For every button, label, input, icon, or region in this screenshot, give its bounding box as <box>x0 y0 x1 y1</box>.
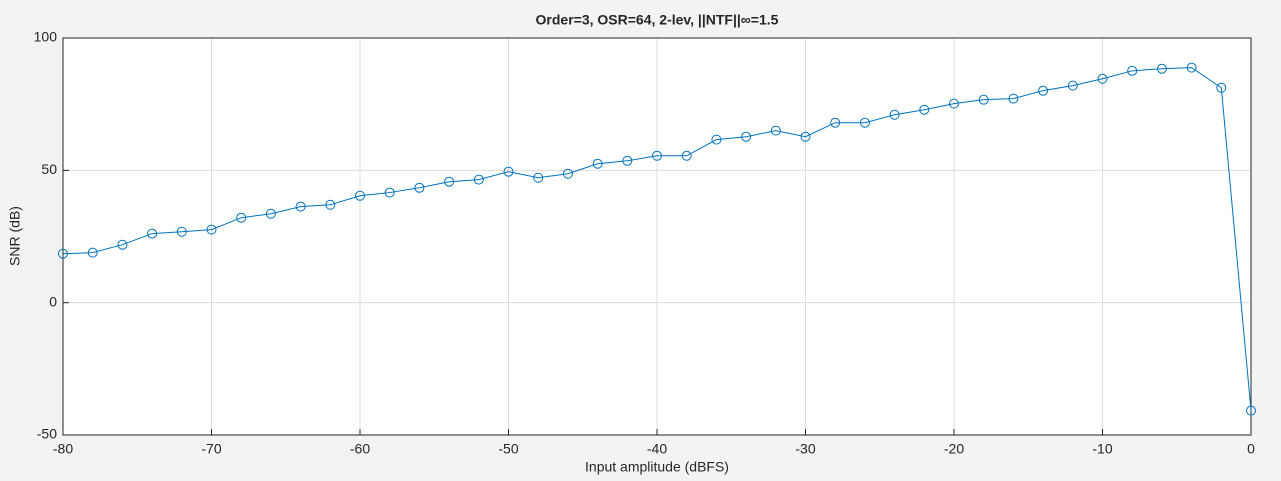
data-marker <box>206 224 217 235</box>
data-marker <box>325 199 336 210</box>
y-axis-label: SNR (dB) <box>7 206 23 266</box>
data-marker <box>414 182 425 193</box>
x-tick-label: -60 <box>350 441 370 457</box>
y-tick-label: -50 <box>37 426 57 442</box>
plot <box>58 37 1256 436</box>
chart-title: Order=3, OSR=64, 2-lev, ||NTF||∞=1.5 <box>536 12 779 28</box>
data-marker <box>87 247 98 258</box>
data-marker <box>830 117 841 128</box>
data-marker <box>800 131 811 142</box>
data-marker <box>889 109 900 120</box>
x-tick-label: -20 <box>944 441 964 457</box>
data-marker <box>978 94 989 105</box>
data-marker <box>355 190 365 201</box>
data-marker <box>117 239 128 250</box>
x-tick-label: -30 <box>795 441 815 457</box>
data-marker <box>562 168 573 179</box>
y-tick-label: 100 <box>34 29 58 45</box>
data-marker <box>711 134 722 145</box>
data-marker <box>1156 63 1167 74</box>
data-marker <box>176 226 187 237</box>
data-marker <box>384 187 395 198</box>
data-marker <box>1216 82 1227 93</box>
data-marker <box>592 158 603 169</box>
data-marker <box>770 125 781 136</box>
data-marker <box>741 131 752 142</box>
data-marker <box>236 212 247 223</box>
x-tick-label: -40 <box>647 441 667 457</box>
data-marker <box>681 150 692 161</box>
series-line <box>62 67 1252 411</box>
y-tick-label: 50 <box>41 161 57 177</box>
data-marker <box>147 228 158 239</box>
data-marker <box>503 166 514 177</box>
data-marker <box>919 104 930 115</box>
data-marker <box>295 201 306 212</box>
data-marker <box>859 117 870 128</box>
data-marker <box>444 176 455 187</box>
data-marker <box>473 174 484 185</box>
data-marker <box>1097 73 1108 84</box>
data-marker <box>949 98 959 109</box>
x-tick-label: -10 <box>1092 441 1112 457</box>
x-tick-label: -80 <box>53 441 73 457</box>
data-marker <box>652 150 662 161</box>
data-marker <box>1186 62 1197 73</box>
data-marker <box>1127 65 1138 76</box>
data-marker <box>1246 405 1256 416</box>
y-tick-label: 0 <box>49 293 57 309</box>
data-marker <box>533 172 544 183</box>
data-marker <box>1038 85 1049 96</box>
x-tick-label: -70 <box>201 441 221 457</box>
x-tick-label: 0 <box>1247 441 1255 457</box>
data-marker <box>265 208 276 219</box>
data-marker <box>58 248 68 259</box>
data-marker <box>1067 80 1078 91</box>
data-marker <box>1008 93 1019 104</box>
data-marker <box>622 155 633 166</box>
x-tick-label: -50 <box>498 441 518 457</box>
x-axis-label: Input amplitude (dBFS) <box>585 459 729 475</box>
